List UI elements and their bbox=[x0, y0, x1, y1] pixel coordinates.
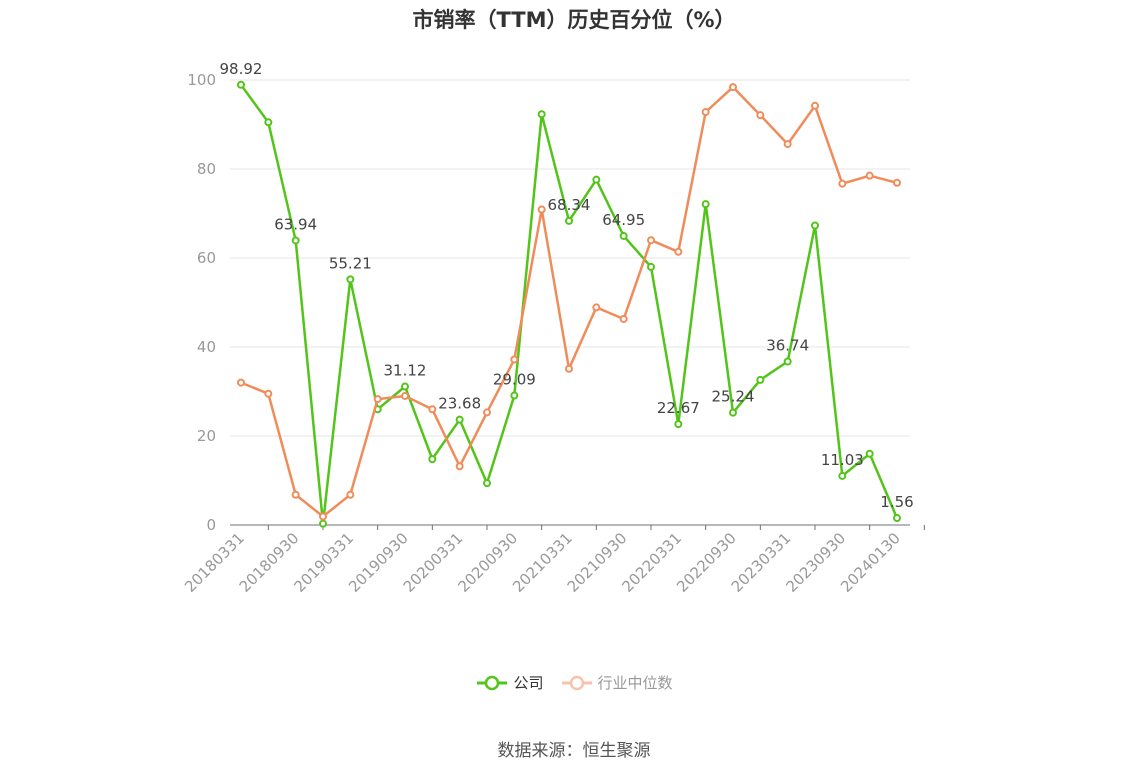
data-point bbox=[428, 405, 437, 414]
source-note: 数据来源：恒生聚源 bbox=[497, 741, 651, 761]
data-label: 36.74 bbox=[766, 337, 809, 355]
data-point bbox=[647, 262, 655, 271]
axes: 0204060801002018033120180930201903312019… bbox=[181, 71, 925, 596]
data-point bbox=[674, 420, 683, 429]
data-label: 68.34 bbox=[548, 196, 591, 214]
legend-label: 行业中位数 bbox=[597, 674, 673, 692]
data-point bbox=[783, 140, 792, 149]
chart-title: 市销率（TTM）历史百分位（%） bbox=[412, 8, 736, 32]
data-point bbox=[783, 357, 792, 366]
data-point bbox=[319, 512, 327, 521]
data-point bbox=[291, 236, 300, 245]
data-label: 31.12 bbox=[384, 362, 427, 380]
data-point bbox=[756, 375, 765, 384]
data-point bbox=[401, 391, 409, 400]
data-label: 23.68 bbox=[438, 395, 481, 413]
data-point bbox=[729, 83, 737, 92]
data-point bbox=[319, 519, 327, 528]
legend-item-company[interactable]: 公司 bbox=[475, 672, 544, 693]
data-point bbox=[428, 455, 437, 464]
data-point bbox=[865, 171, 874, 180]
legend-swatch-icon bbox=[477, 675, 508, 690]
legend-label: 公司 bbox=[513, 674, 544, 692]
data-point bbox=[701, 200, 710, 209]
data-label: 63.94 bbox=[274, 215, 317, 233]
data-label: 64.95 bbox=[602, 211, 645, 229]
legend-item-industry-median[interactable]: 行业中位数 bbox=[560, 672, 673, 693]
data-point bbox=[291, 490, 300, 499]
data-point bbox=[346, 275, 355, 284]
data-point bbox=[537, 110, 546, 119]
data-label: 98.92 bbox=[220, 60, 263, 78]
data-label: 25.24 bbox=[712, 388, 755, 406]
data-point bbox=[592, 175, 601, 184]
data-point bbox=[592, 303, 601, 312]
data-point bbox=[811, 221, 819, 230]
data-point bbox=[401, 382, 409, 391]
data-point bbox=[565, 364, 573, 373]
data-point bbox=[838, 179, 847, 188]
legend-swatch-icon bbox=[561, 675, 592, 690]
line-chart: 0204060801002018033120180930201903312019… bbox=[181, 60, 925, 596]
data-point bbox=[893, 178, 901, 187]
data-point bbox=[838, 471, 847, 480]
data-point bbox=[264, 389, 273, 398]
data-label: 11.03 bbox=[821, 451, 864, 469]
series-lines bbox=[237, 80, 901, 528]
data-point bbox=[455, 462, 464, 471]
y-tick-label: 20 bbox=[197, 427, 216, 445]
data-point bbox=[237, 378, 245, 387]
data-point bbox=[483, 479, 491, 488]
data-point bbox=[619, 314, 628, 323]
data-point bbox=[647, 236, 655, 245]
data-point bbox=[510, 355, 519, 364]
data-point bbox=[865, 449, 874, 458]
data-label: 22.67 bbox=[657, 399, 700, 417]
data-label: 55.21 bbox=[329, 254, 372, 272]
y-tick-label: 100 bbox=[187, 71, 216, 89]
data-point bbox=[729, 408, 737, 417]
y-tick-label: 40 bbox=[197, 338, 216, 356]
data-point bbox=[619, 231, 628, 240]
data-point bbox=[756, 111, 765, 120]
data-point bbox=[565, 216, 573, 225]
data-point bbox=[537, 205, 546, 214]
chart-legend: 公司 行业中位数 bbox=[0, 672, 1148, 693]
data-point bbox=[346, 490, 355, 499]
data-point bbox=[373, 395, 382, 404]
data-point bbox=[893, 514, 901, 523]
y-tick-label: 80 bbox=[197, 160, 216, 178]
data-point bbox=[264, 118, 273, 127]
y-tick-label: 0 bbox=[206, 516, 216, 534]
data-point bbox=[237, 80, 245, 89]
data-labels: 98.92 63.94 55.21 31.12 23.68 29.09 68.34 64.95… bbox=[220, 60, 914, 511]
data-point bbox=[483, 408, 491, 417]
data-label: 29.09 bbox=[493, 371, 536, 389]
data-label: 1.56 bbox=[880, 493, 913, 511]
data-point bbox=[510, 391, 519, 400]
y-tick-label: 60 bbox=[197, 249, 216, 267]
series-line-company bbox=[239, 84, 899, 525]
x-tick-label: 20240130 bbox=[837, 529, 904, 596]
data-point bbox=[701, 108, 710, 117]
data-point bbox=[455, 415, 464, 424]
data-point bbox=[674, 247, 683, 256]
data-point bbox=[811, 101, 819, 110]
